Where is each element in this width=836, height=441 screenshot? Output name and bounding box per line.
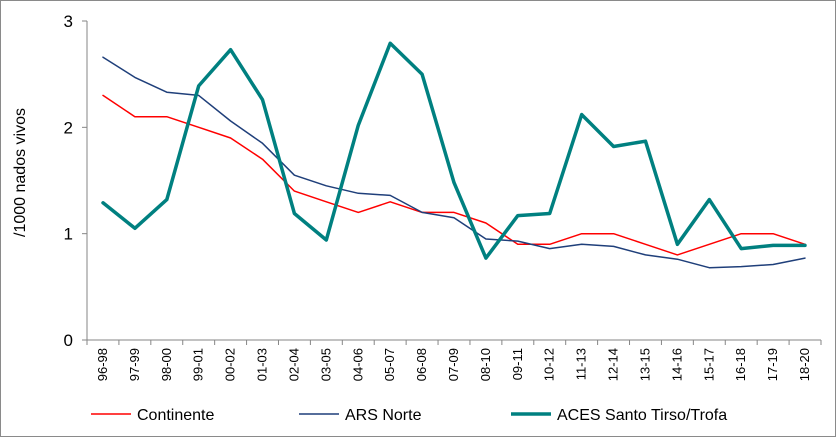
y-tick-label: 1 bbox=[64, 225, 73, 244]
x-tick-label: 10-12 bbox=[542, 348, 557, 381]
y-tick-label: 3 bbox=[64, 12, 73, 31]
x-tick-label: 97-99 bbox=[127, 348, 142, 381]
x-tick-label: 12-14 bbox=[606, 348, 621, 381]
series-line-continente bbox=[102, 94, 806, 256]
axes bbox=[86, 21, 821, 341]
x-tick-label: 07-09 bbox=[446, 348, 461, 381]
legend-label: ARS Norte bbox=[345, 407, 422, 424]
legend-label: Continente bbox=[137, 407, 214, 424]
x-tick-label: 14-16 bbox=[669, 348, 684, 381]
series-line-ars-norte bbox=[102, 56, 806, 269]
y-axis-ticks: 0 1 2 3 bbox=[64, 12, 87, 350]
x-tick-label: 02-04 bbox=[286, 348, 301, 381]
x-tick-label: 15-17 bbox=[701, 348, 716, 381]
x-tick-label: 09-11 bbox=[510, 348, 525, 380]
x-tick-label: 06-08 bbox=[414, 348, 429, 381]
x-tick-label: 01-03 bbox=[255, 348, 270, 381]
x-tick-label: 16-18 bbox=[733, 348, 748, 381]
x-tick-label: 98-00 bbox=[159, 348, 174, 381]
x-tick-label: 04-06 bbox=[350, 348, 365, 381]
x-tick-label: 08-10 bbox=[478, 348, 493, 381]
x-tick-label: 03-05 bbox=[318, 348, 333, 381]
x-tick-label: 00-02 bbox=[223, 348, 238, 381]
series-line-aces-santo-tirso-trofa bbox=[101, 41, 807, 260]
x-tick-label: 05-07 bbox=[382, 348, 397, 381]
x-axis-ticks: 96-98 97-99 98-00 99-01 00-02 01-03 02-04 03-05… bbox=[86, 340, 822, 381]
y-tick-label: 2 bbox=[64, 118, 73, 137]
y-axis-label: /1000 nados vivos bbox=[12, 108, 29, 237]
x-tick-label: 17-19 bbox=[765, 348, 780, 381]
x-tick-label: 99-01 bbox=[191, 348, 206, 381]
x-tick-label: 13-15 bbox=[637, 348, 652, 381]
x-tick-label: 96-98 bbox=[95, 348, 110, 381]
x-tick-label: 18-20 bbox=[797, 348, 812, 381]
legend: Continente ARS Norte ACES Santo Tirso/Trof… bbox=[91, 407, 727, 424]
series-lines bbox=[101, 41, 807, 269]
y-tick-label: 0 bbox=[64, 331, 73, 350]
x-tick-label: 11-13 bbox=[574, 348, 589, 380]
legend-label: ACES Santo Tirso/Trofa bbox=[557, 407, 727, 424]
